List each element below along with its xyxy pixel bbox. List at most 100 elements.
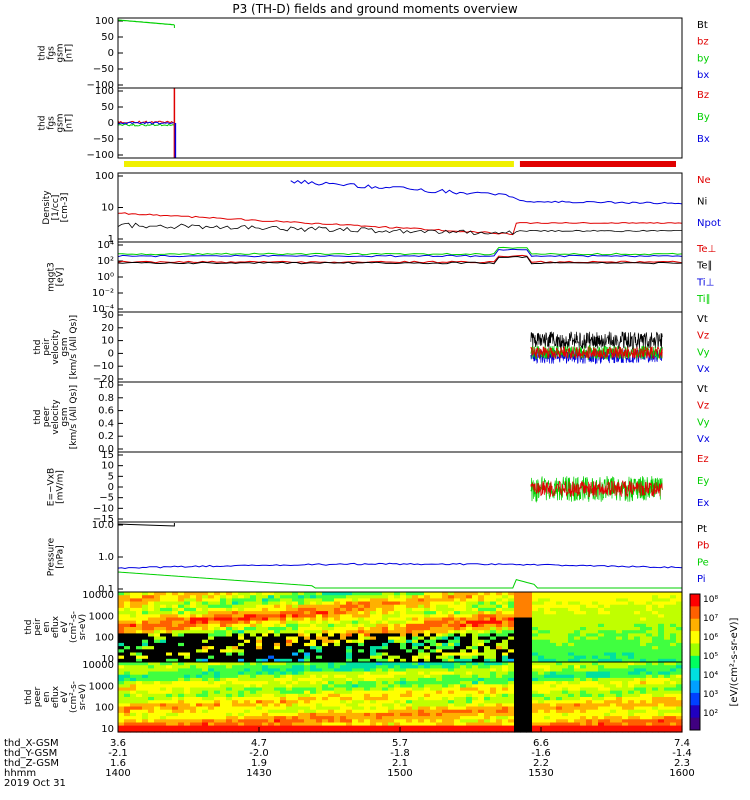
spec-cell (616, 674, 623, 679)
spec-cell (340, 722, 347, 727)
spec-cell (490, 592, 497, 596)
spec-cell (400, 671, 407, 676)
spec-cell (508, 709, 515, 714)
spec-cell (526, 649, 533, 654)
spec-cell (178, 649, 185, 654)
panel-5-ytick: 10 (101, 336, 114, 347)
spec-cell (220, 684, 227, 689)
spec-cell (130, 652, 137, 657)
spec-cell (556, 719, 563, 724)
spec-cell (364, 658, 371, 663)
spec-cell (148, 607, 155, 612)
spec-cell (184, 674, 191, 679)
spec-cell (310, 639, 317, 644)
spec-cell (496, 728, 503, 733)
spec-cell (670, 636, 677, 641)
spec-cell (550, 671, 557, 676)
spec-cell (118, 674, 125, 679)
spec-cell (190, 598, 197, 603)
spec-cell (484, 620, 491, 625)
spec-cell (496, 607, 503, 612)
spec-cell (118, 703, 125, 708)
spec-cell (208, 697, 215, 701)
spec-cell (256, 652, 263, 657)
spec-cell (676, 598, 683, 603)
spec-cell (472, 598, 479, 603)
spec-cell (406, 722, 413, 727)
spec-cell (670, 703, 677, 708)
ephem-y-value: -2.0 (249, 748, 269, 759)
spec-cell (124, 595, 131, 599)
spec-cell (412, 665, 419, 669)
spec-cell (280, 725, 287, 730)
spec-cell (418, 614, 425, 619)
spec-cell (490, 719, 497, 724)
spec-cell (490, 601, 497, 606)
spec-cell (226, 655, 233, 660)
spec-cell (496, 716, 503, 720)
spec-cell (196, 614, 203, 619)
spec-cell (406, 671, 413, 676)
spec-cell (190, 611, 197, 615)
spec-cell (454, 658, 461, 663)
spec-cell (484, 693, 491, 698)
panel-1-frame (117, 17, 683, 89)
spec-cell (496, 690, 503, 695)
spec-cell (580, 725, 587, 730)
spec-cell (550, 693, 557, 698)
spec-cell (550, 620, 557, 625)
spec-cell (148, 639, 155, 644)
spec-cell (412, 607, 419, 612)
spec-cell (556, 693, 563, 698)
spec-cell (580, 716, 587, 720)
spec-cell (274, 630, 281, 634)
spec-cell (226, 617, 233, 622)
spec-cell (160, 595, 167, 599)
spec-cell (544, 658, 551, 663)
spec-cell (424, 706, 431, 711)
spec-cell (244, 636, 251, 641)
spec-cell (274, 595, 281, 599)
spec-cell (430, 604, 437, 609)
spec-cell (400, 674, 407, 679)
spec-cell (466, 662, 473, 666)
spec-cell (580, 668, 587, 673)
spec-cell (310, 617, 317, 622)
spec-cell (544, 697, 551, 701)
spec-cell (280, 623, 287, 628)
spec-cell (424, 681, 431, 685)
spec-cell (526, 652, 533, 657)
spec-cell (526, 604, 533, 609)
spec-cell (574, 658, 581, 663)
spec-cell (562, 665, 569, 669)
spec-cell (358, 716, 365, 720)
spec-cell (610, 668, 617, 673)
panel-3-ylabel: Density (42, 190, 52, 225)
spec-cell (370, 614, 377, 619)
spec-cell (646, 728, 653, 733)
spec-cell (184, 627, 191, 631)
spec-cell (136, 725, 143, 730)
spec-cell (286, 728, 293, 733)
spec-cell (556, 703, 563, 708)
spec-cell (406, 684, 413, 689)
spec-cell (130, 630, 137, 634)
spec-cell (334, 604, 341, 609)
spec-cell (154, 690, 161, 695)
spec-cell (448, 652, 455, 657)
spec-cell (652, 658, 659, 663)
spec-cell (580, 719, 587, 724)
spec-cell (256, 642, 263, 647)
spec-cell (616, 620, 623, 625)
spec-cell (670, 712, 677, 717)
spec-cell (118, 595, 125, 599)
spec-cell (172, 655, 179, 660)
spec-cell (160, 598, 167, 603)
spec-cell (142, 662, 149, 666)
spec-cell (484, 681, 491, 685)
spec-cell (580, 633, 587, 638)
spec-cell (154, 620, 161, 625)
spec-cell (490, 633, 497, 638)
spec-cell (538, 598, 545, 603)
spec-cell (592, 722, 599, 727)
